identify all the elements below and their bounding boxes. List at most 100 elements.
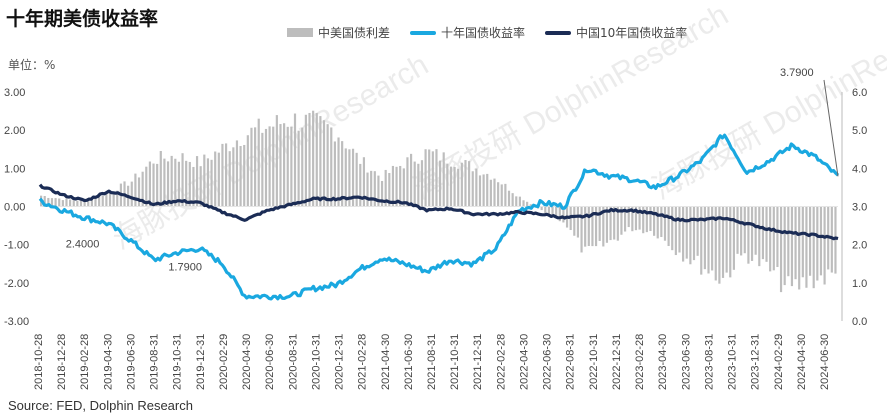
spread-bar [790, 206, 794, 287]
spread-bar [500, 184, 503, 207]
x-axis-tick: 2023-02-28 [634, 334, 646, 390]
spread-bar [489, 179, 492, 207]
spread-bar [206, 158, 210, 207]
spread-bar [515, 196, 518, 207]
spread-bar [130, 181, 133, 207]
spread-bar [736, 206, 739, 254]
spread-bar [116, 190, 119, 207]
spread-bar [341, 141, 344, 207]
spread-bar [188, 161, 191, 207]
spread-bar [239, 146, 242, 207]
spread-bar [235, 140, 239, 207]
spread-bar [551, 206, 554, 217]
spread-bar [101, 195, 104, 207]
x-axis-tick: 2024-02-29 [773, 334, 785, 390]
spread-bar [351, 148, 355, 207]
spread-bar [137, 177, 141, 207]
spread-bar [174, 158, 177, 207]
spread-bar [58, 198, 61, 207]
spread-bar [623, 206, 627, 232]
spread-bar [308, 112, 311, 207]
spread-bar [250, 127, 253, 207]
spread-bar [304, 114, 307, 207]
spread-bar [72, 200, 75, 207]
spread-bar [79, 200, 83, 207]
spread-bar [696, 206, 699, 256]
spread-bar [221, 143, 224, 207]
spread-bar [283, 123, 286, 207]
spread-bar [395, 166, 398, 207]
spread-bar [232, 147, 235, 207]
spread-bar [224, 143, 228, 207]
spread-bar [464, 160, 467, 207]
spread-bar [333, 141, 336, 207]
spread-bar [370, 170, 373, 207]
x-axis-tick: 2021-04-30 [380, 334, 392, 390]
spread-bar [707, 206, 710, 274]
spread-bar [297, 130, 300, 207]
x-axis-tick: 2023-08-31 [703, 334, 715, 390]
spread-bar [594, 206, 598, 247]
x-axis-tick: 2021-02-28 [357, 334, 369, 390]
spread-bar [805, 206, 808, 288]
spread-bar [638, 206, 641, 230]
spread-bar [83, 200, 86, 207]
annotation-label: 2.4000 [66, 238, 100, 250]
right-axis-tick: 5.0 [852, 125, 867, 137]
legend-swatch-us10y [410, 30, 437, 35]
spread-bar [547, 206, 550, 215]
spread-bar [478, 175, 482, 207]
spread-bar [493, 178, 496, 207]
spread-bar [700, 206, 703, 275]
spread-bar [177, 161, 181, 207]
spread-bar [366, 172, 369, 207]
x-axis-tick: 2018-10-28 [33, 334, 45, 390]
spread-bar [754, 206, 757, 255]
spread-bar [43, 196, 46, 207]
spread-bar [507, 190, 511, 207]
spread-bar [344, 148, 347, 207]
spread-bar [580, 206, 583, 253]
us10y-line [38, 133, 840, 301]
spread-bar [674, 206, 677, 256]
spread-bar [384, 169, 387, 207]
x-axis-tick: 2019-04-30 [102, 334, 114, 390]
spread-bar [721, 206, 725, 278]
right-axis-tick: 1.0 [852, 278, 867, 290]
spread-bar [195, 156, 199, 207]
spread-bar [649, 206, 652, 232]
spread-bar [257, 118, 260, 207]
spread-bar [573, 206, 576, 236]
annotation-label: 1.7900 [168, 262, 202, 274]
spread-bar [663, 206, 667, 241]
spread-bar [261, 132, 264, 207]
spread-bar [409, 153, 413, 207]
spread-bar [402, 168, 405, 207]
spread-bar [747, 206, 750, 264]
spread-bar [163, 158, 166, 207]
spread-bar [76, 200, 79, 207]
x-axis-tick: 2020-08-31 [287, 334, 299, 390]
x-axis-tick: 2020-02-29 [218, 334, 230, 390]
annotation-leader [823, 79, 839, 177]
spread-bar [355, 152, 358, 207]
spread-bar [522, 200, 525, 207]
spread-bar [631, 206, 634, 232]
spread-bar [819, 206, 823, 276]
spread-bar [359, 163, 362, 207]
spread-bar [718, 206, 721, 284]
spread-bar [714, 206, 717, 281]
spread-bar [711, 206, 714, 271]
spread-bar [497, 182, 500, 207]
spread-bar [362, 157, 366, 207]
x-axis-tick: 2023-10-31 [727, 334, 739, 390]
spread-bar [199, 166, 202, 207]
spread-bar [576, 206, 580, 238]
spread-bar [486, 173, 489, 207]
spread-bar [322, 120, 326, 207]
spread-bar [761, 206, 765, 260]
spread-bar [602, 206, 605, 247]
spread-bar [275, 115, 278, 207]
spread-bar [812, 206, 815, 289]
spread-bar [645, 206, 648, 233]
